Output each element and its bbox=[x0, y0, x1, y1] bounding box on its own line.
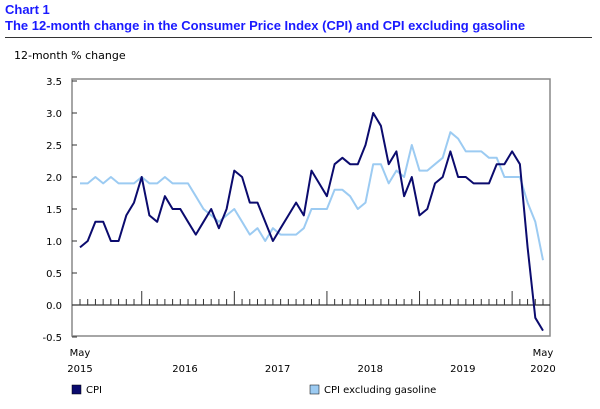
legend-swatch-cpi bbox=[71, 384, 82, 395]
x-year-label: 2018 bbox=[358, 364, 383, 375]
y-axis-label: 12-month % change bbox=[14, 49, 126, 62]
chart-number: Chart 1 bbox=[5, 2, 50, 17]
x-year-label: 2019 bbox=[450, 364, 475, 375]
x-year-label: 2016 bbox=[172, 364, 197, 375]
y-tick-label: 0.0 bbox=[46, 301, 62, 312]
series-line-cpi-ex-gas bbox=[80, 131, 544, 261]
y-tick-label: -0.5 bbox=[42, 333, 62, 344]
y-tick-label: 3.0 bbox=[46, 109, 62, 120]
x-year-label: 2017 bbox=[265, 364, 290, 375]
x-start-year: 2015 bbox=[67, 364, 92, 375]
legend-swatch-cpi-ex-gas bbox=[309, 384, 320, 395]
y-tick-label: 2.0 bbox=[46, 173, 62, 184]
legend-label-cpi: CPI bbox=[86, 385, 102, 396]
legend-label-cpi-ex-gas: CPI excluding gasoline bbox=[324, 385, 436, 396]
x-end-year: 2020 bbox=[530, 364, 555, 375]
y-tick-label: 1.0 bbox=[46, 237, 62, 248]
x-start-month: May bbox=[70, 348, 91, 359]
y-tick-label: 0.5 bbox=[46, 269, 62, 280]
y-tick-label: 2.5 bbox=[46, 141, 62, 152]
series-line-cpi bbox=[79, 112, 544, 332]
title-rule bbox=[5, 37, 592, 38]
x-end-month: May bbox=[533, 348, 554, 359]
plot-frame bbox=[71, 78, 551, 337]
chart-title: The 12-month change in the Consumer Pric… bbox=[5, 18, 526, 33]
y-tick-label: 3.5 bbox=[46, 77, 62, 88]
legend: CPI CPI excluding gasoline bbox=[71, 384, 436, 396]
y-tick-label: 1.5 bbox=[46, 205, 62, 216]
